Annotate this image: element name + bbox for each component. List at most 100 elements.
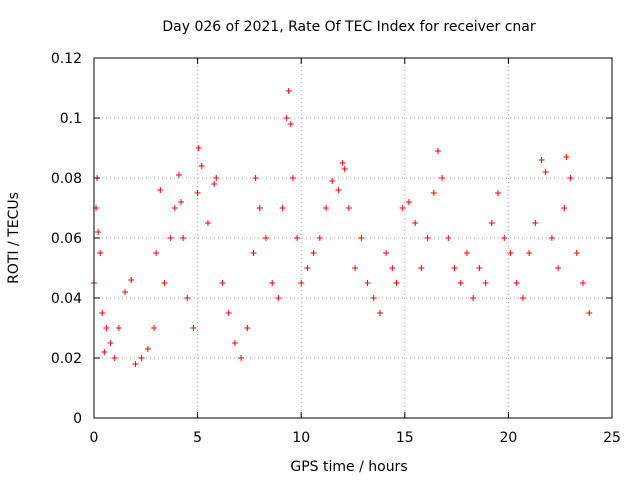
data-point	[383, 250, 390, 256]
data-point	[252, 175, 259, 181]
data-point	[445, 235, 452, 241]
data-point	[405, 199, 412, 205]
data-point	[316, 235, 323, 241]
data-point	[370, 295, 377, 301]
data-point	[495, 190, 502, 196]
data-point	[175, 172, 182, 178]
data-point	[171, 205, 178, 211]
data-point	[101, 349, 108, 355]
y-tick-label: 0.02	[51, 351, 82, 367]
data-point	[132, 361, 139, 367]
data-point	[122, 289, 129, 295]
data-point	[115, 325, 122, 331]
y-axis-label: ROTI / TECUs	[6, 192, 22, 284]
data-point	[513, 280, 520, 286]
y-tick-labels: 0 0.02 0.04 0.06 0.08 0.1 0.12	[51, 51, 82, 427]
data-point	[418, 265, 425, 271]
data-point	[285, 88, 292, 94]
data-point	[304, 265, 311, 271]
data-point	[563, 154, 570, 160]
data-point	[393, 280, 400, 286]
data-point	[488, 220, 495, 226]
data-point	[538, 157, 545, 163]
x-tick-label: 10	[292, 430, 310, 446]
data-point	[244, 325, 251, 331]
data-points	[91, 88, 593, 367]
data-point	[180, 235, 187, 241]
data-point	[231, 340, 238, 346]
y-tick-label: 0.06	[51, 231, 82, 247]
data-point	[542, 169, 549, 175]
data-point	[434, 148, 441, 154]
x-tick-label: 20	[499, 430, 517, 446]
data-point	[439, 175, 446, 181]
data-point	[275, 295, 282, 301]
data-point	[157, 187, 164, 193]
data-point	[561, 205, 568, 211]
x-axis-label: GPS time / hours	[290, 459, 407, 475]
x-tick-label: 25	[603, 430, 621, 446]
data-point	[128, 277, 135, 283]
data-point	[111, 355, 118, 361]
data-point	[424, 235, 431, 241]
data-point	[573, 250, 580, 256]
data-point	[567, 175, 574, 181]
data-point	[178, 199, 185, 205]
x-tick-labels: 0 5 10 15 20 25	[90, 430, 621, 446]
data-point	[279, 205, 286, 211]
data-point	[412, 220, 419, 226]
data-point	[329, 178, 336, 184]
data-point	[323, 205, 330, 211]
data-point	[399, 205, 406, 211]
data-point	[470, 295, 477, 301]
grid	[94, 58, 612, 418]
data-point	[151, 325, 158, 331]
data-point	[451, 265, 458, 271]
data-point	[298, 280, 305, 286]
y-tick-label: 0.04	[51, 291, 82, 307]
data-point	[310, 250, 317, 256]
data-point	[341, 166, 348, 172]
data-point	[463, 250, 470, 256]
data-point	[99, 310, 106, 316]
y-tick-label: 0.08	[51, 171, 82, 187]
y-tick-label: 0.12	[51, 51, 82, 67]
data-point	[501, 235, 508, 241]
data-point	[526, 250, 533, 256]
chart-title: Day 026 of 2021, Rate Of TEC Index for r…	[162, 19, 536, 35]
data-point	[287, 121, 294, 127]
data-point	[548, 235, 555, 241]
data-point	[161, 280, 168, 286]
data-point	[283, 115, 290, 121]
data-point	[194, 190, 201, 196]
data-point	[225, 310, 232, 316]
axis-ticks	[93, 57, 613, 419]
data-point	[211, 181, 218, 187]
data-point	[153, 250, 160, 256]
data-point	[250, 250, 257, 256]
data-point	[238, 355, 245, 361]
data-point	[198, 163, 205, 169]
data-point	[190, 325, 197, 331]
data-point	[167, 235, 174, 241]
data-point	[345, 205, 352, 211]
data-point	[507, 250, 514, 256]
data-point	[219, 280, 226, 286]
data-point	[269, 280, 276, 286]
data-point	[532, 220, 539, 226]
data-point	[213, 175, 220, 181]
data-point	[364, 280, 371, 286]
data-point	[476, 265, 483, 271]
data-point	[262, 235, 269, 241]
data-point	[95, 229, 102, 235]
data-point	[335, 187, 342, 193]
data-point	[457, 280, 464, 286]
y-tick-label: 0.1	[60, 111, 82, 127]
data-point	[195, 145, 202, 151]
data-point	[579, 280, 586, 286]
data-point	[144, 346, 151, 352]
x-tick-label: 0	[90, 430, 99, 446]
data-point	[107, 340, 114, 346]
data-point	[256, 205, 263, 211]
